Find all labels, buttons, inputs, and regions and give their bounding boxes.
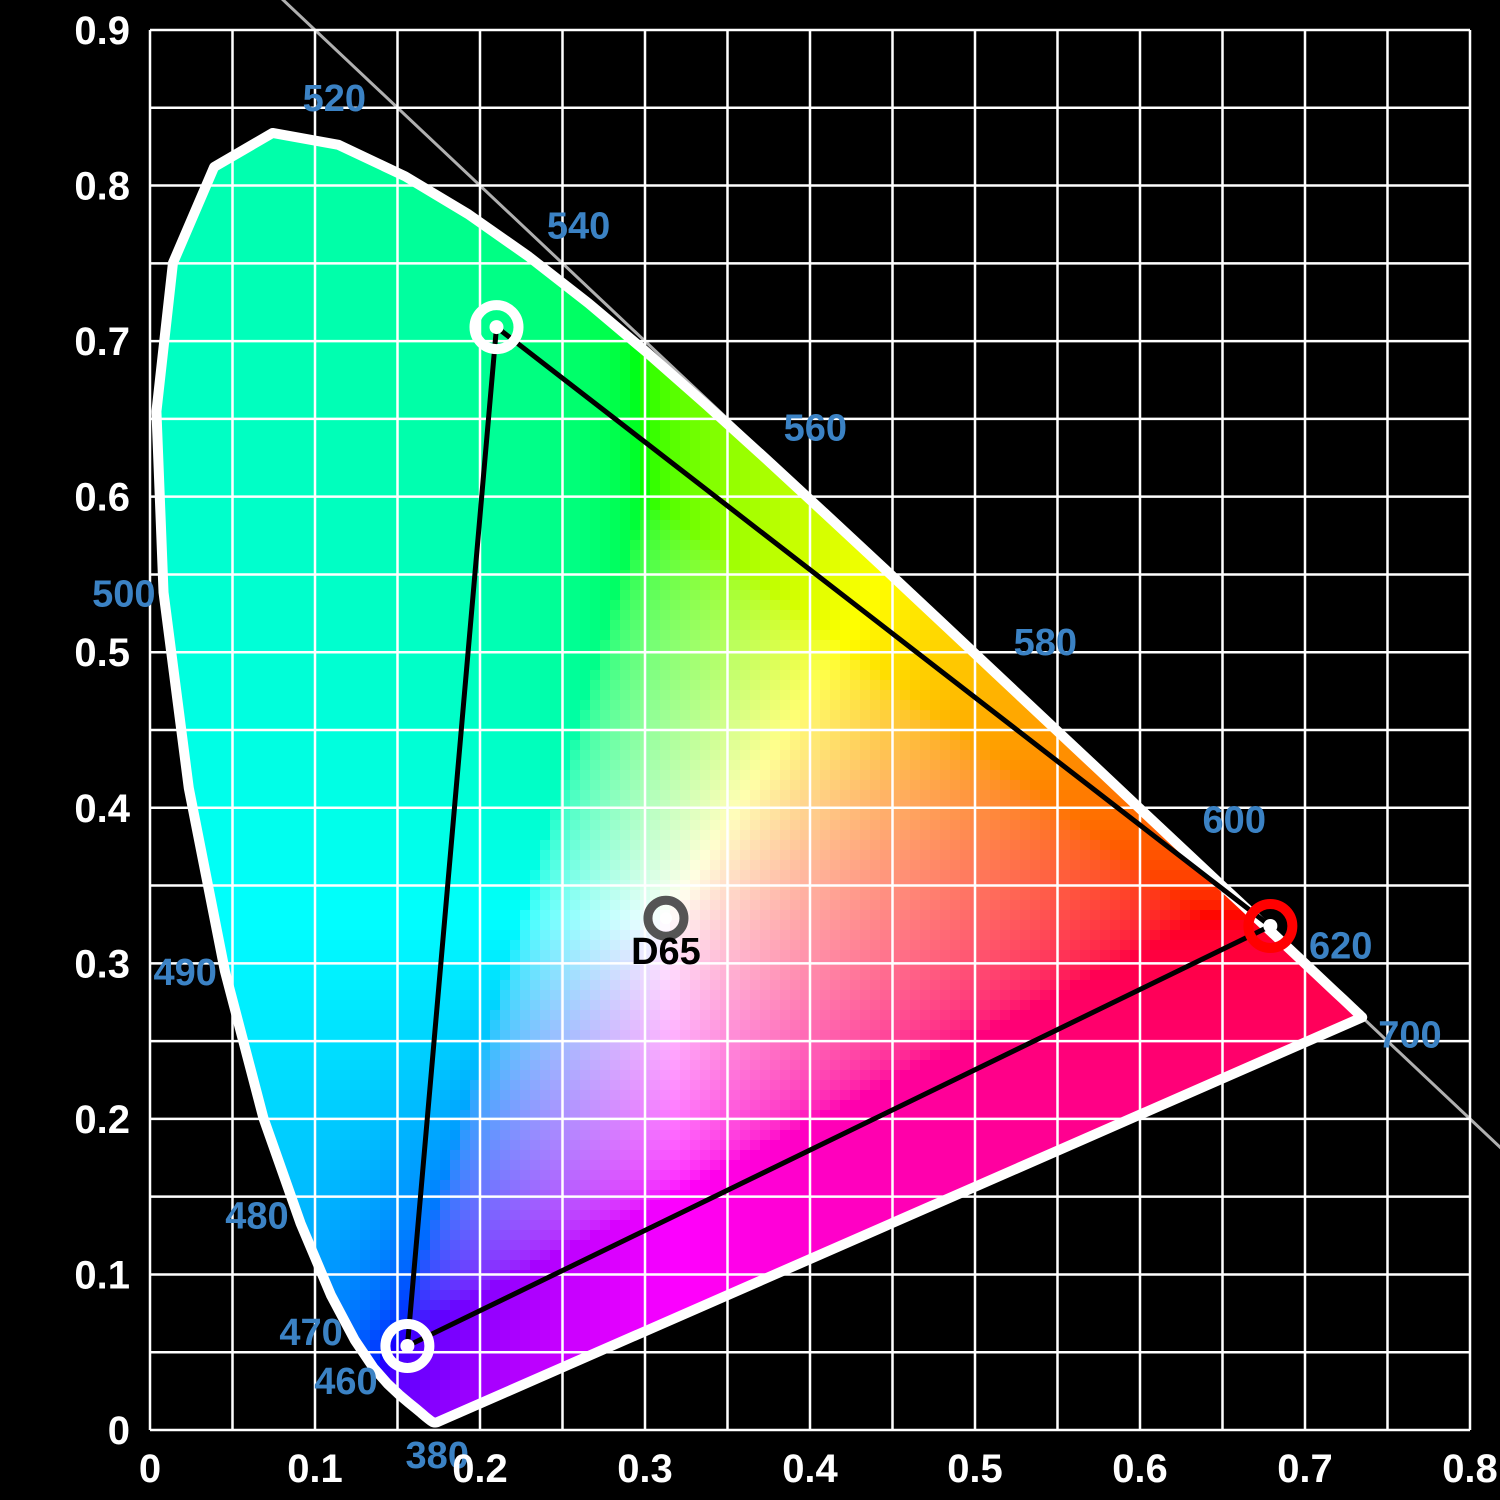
y-tick-label: 0 (108, 1409, 130, 1453)
wavelength-label-540: 540 (547, 206, 610, 248)
whitepoint-marker-center (660, 912, 672, 924)
wavelength-label-490: 490 (154, 952, 217, 994)
x-tick-label: 0.1 (287, 1447, 343, 1491)
wavelength-label-580: 580 (1014, 622, 1077, 664)
primary-red-marker-center (1263, 919, 1277, 933)
y-tick-label: 0.9 (74, 9, 130, 53)
primary-green-marker-center (490, 320, 504, 334)
wavelength-label-600: 600 (1203, 800, 1266, 842)
wavelength-label-520: 520 (303, 78, 366, 120)
wavelength-label-700: 700 (1378, 1014, 1441, 1056)
whitepoint-label: D65 (631, 931, 701, 973)
y-tick-label: 0.8 (74, 165, 130, 209)
y-tick-label: 0.2 (74, 1098, 130, 1142)
y-tick-label: 0.3 (74, 942, 130, 986)
x-tick-label: 0.7 (1277, 1447, 1333, 1491)
y-tick-label: 0.1 (74, 1253, 130, 1297)
y-tick-label: 0.7 (74, 320, 130, 364)
y-tick-label: 0.5 (74, 631, 130, 675)
x-tick-label: 0.4 (782, 1447, 838, 1491)
x-tick-label: 0 (139, 1447, 161, 1491)
x-tick-label: 0.5 (947, 1447, 1003, 1491)
wavelength-label-480: 480 (225, 1196, 288, 1238)
primary-blue-marker-center (400, 1339, 414, 1353)
wavelength-label-460: 460 (314, 1361, 377, 1403)
wavelength-label-620: 620 (1309, 925, 1372, 967)
x-tick-label: 0.3 (617, 1447, 673, 1491)
x-tick-label: 0.2 (452, 1447, 508, 1491)
wavelength-label-500: 500 (92, 573, 155, 615)
x-tick-label: 0.8 (1442, 1447, 1498, 1491)
wavelength-label-560: 560 (784, 408, 847, 450)
x-tick-label: 0.6 (1112, 1447, 1168, 1491)
y-tick-label: 0.4 (74, 787, 130, 831)
y-tick-label: 0.6 (74, 476, 130, 520)
wavelength-label-470: 470 (279, 1312, 342, 1354)
chromaticity-diagram: D653804604704804905005205405605806006207… (0, 0, 1500, 1500)
